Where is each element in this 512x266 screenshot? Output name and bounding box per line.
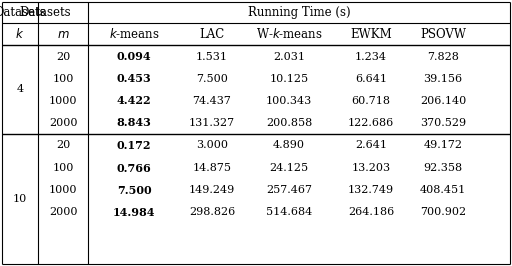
Text: 4.422: 4.422	[117, 95, 152, 106]
Text: 131.327: 131.327	[189, 118, 235, 128]
Text: 20: 20	[56, 52, 70, 61]
Text: 0.172: 0.172	[117, 140, 151, 151]
Text: 6.641: 6.641	[355, 74, 387, 84]
Text: 2000: 2000	[49, 118, 77, 128]
Text: EWKM: EWKM	[350, 27, 392, 40]
Text: 4.890: 4.890	[273, 140, 305, 151]
Text: PSOVW: PSOVW	[420, 27, 466, 40]
Text: 2.641: 2.641	[355, 140, 387, 151]
Text: $k$-means: $k$-means	[109, 27, 159, 41]
Text: 92.358: 92.358	[423, 163, 462, 173]
Text: Running Time (s): Running Time (s)	[248, 6, 350, 19]
Text: 13.203: 13.203	[351, 163, 391, 173]
Text: 700.902: 700.902	[420, 207, 466, 217]
Text: 264.186: 264.186	[348, 207, 394, 217]
Text: 298.826: 298.826	[189, 207, 235, 217]
Text: 10: 10	[13, 194, 27, 204]
Text: 14.984: 14.984	[113, 206, 155, 218]
Text: 122.686: 122.686	[348, 118, 394, 128]
Text: 100: 100	[52, 74, 74, 84]
Text: 2.031: 2.031	[273, 52, 305, 61]
Text: 0.094: 0.094	[117, 51, 152, 62]
Text: 7.500: 7.500	[196, 74, 228, 84]
Text: 1.531: 1.531	[196, 52, 228, 61]
Text: 0.453: 0.453	[117, 73, 152, 85]
Text: 206.140: 206.140	[420, 96, 466, 106]
Text: 0.766: 0.766	[117, 163, 152, 173]
Text: 7.500: 7.500	[117, 185, 152, 196]
Text: 7.828: 7.828	[427, 52, 459, 61]
Text: 149.249: 149.249	[189, 185, 235, 195]
Text: 100: 100	[52, 163, 74, 173]
Text: LAC: LAC	[199, 27, 225, 40]
Text: 20: 20	[56, 140, 70, 151]
Text: 1000: 1000	[49, 96, 77, 106]
Text: $m$: $m$	[57, 27, 69, 40]
Text: W-$k$-means: W-$k$-means	[255, 27, 323, 41]
Text: 24.125: 24.125	[269, 163, 309, 173]
Text: Datasets: Datasets	[0, 6, 46, 19]
Text: 100.343: 100.343	[266, 96, 312, 106]
Text: 1000: 1000	[49, 185, 77, 195]
Text: 200.858: 200.858	[266, 118, 312, 128]
Text: 132.749: 132.749	[348, 185, 394, 195]
Text: 370.529: 370.529	[420, 118, 466, 128]
Text: 10.125: 10.125	[269, 74, 309, 84]
Text: 60.718: 60.718	[352, 96, 391, 106]
Text: 2000: 2000	[49, 207, 77, 217]
Text: 514.684: 514.684	[266, 207, 312, 217]
Text: 8.843: 8.843	[117, 118, 152, 128]
Text: 408.451: 408.451	[420, 185, 466, 195]
Text: Datasets: Datasets	[19, 6, 71, 19]
Text: 14.875: 14.875	[193, 163, 231, 173]
Text: 257.467: 257.467	[266, 185, 312, 195]
Text: 1.234: 1.234	[355, 52, 387, 61]
Text: 3.000: 3.000	[196, 140, 228, 151]
Text: 74.437: 74.437	[193, 96, 231, 106]
Text: 4: 4	[16, 85, 24, 94]
Text: 49.172: 49.172	[423, 140, 462, 151]
Text: $k$: $k$	[15, 27, 25, 41]
Text: 39.156: 39.156	[423, 74, 462, 84]
